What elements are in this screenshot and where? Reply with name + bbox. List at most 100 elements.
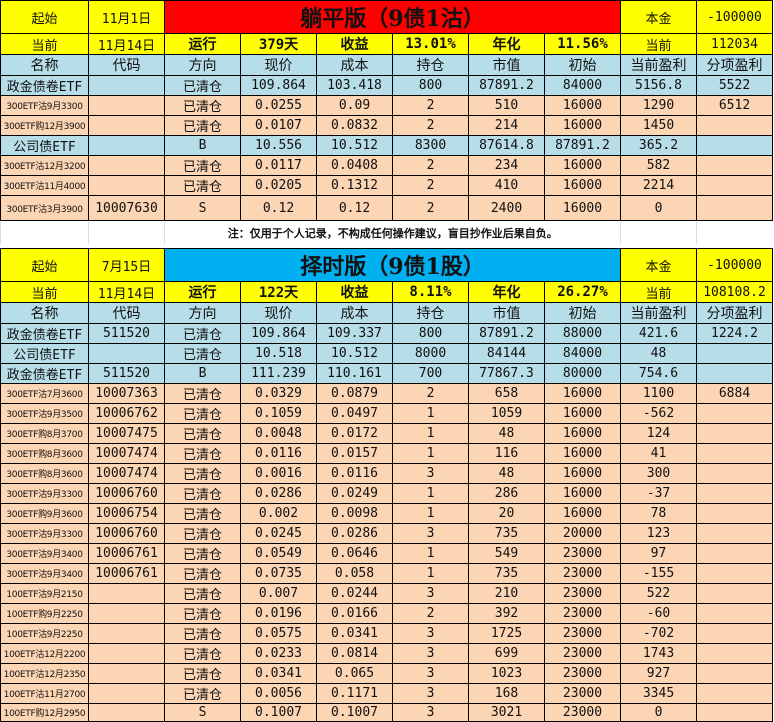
cell-initial[interactable]: 84000 [544,75,621,96]
cell-position[interactable]: 3 [392,663,469,684]
cell-position[interactable]: 1 [392,483,469,504]
current-value[interactable]: 108108.2 [696,281,773,303]
cell-market-value[interactable]: 699 [468,643,545,664]
table-row[interactable]: 300ETF沽9月3400 10006761 已清仓 0.0549 0.0646 1 549… [0,543,773,564]
cell-price[interactable]: 10.518 [240,343,317,364]
cell-name[interactable]: 100ETF沽9月2150 [0,583,89,604]
cell-code[interactable]: 10006760 [88,523,165,544]
cell-direction[interactable]: 已清仓 [164,663,241,684]
cell-price[interactable]: 0.0549 [240,543,317,564]
cell-name[interactable]: 政金债卷ETF [0,75,89,96]
header-current-profit[interactable]: 当前盈利 [620,302,697,324]
cell-name[interactable]: 300ETF沽11月4000 [0,175,89,196]
cell-current-profit[interactable]: 300 [620,463,697,484]
current-value-label[interactable]: 当前 [620,33,697,55]
cell-cost[interactable]: 0.0166 [316,603,393,624]
cell-code[interactable] [88,155,165,176]
cell-code[interactable]: 10006760 [88,483,165,504]
cell-direction[interactable]: 已清仓 [164,483,241,504]
table-row[interactable]: 公司债ETF 已清仓 10.518 10.512 8000 84144 84000 48 [0,343,773,364]
cell-item-profit[interactable] [696,423,773,444]
cell-position[interactable]: 2 [392,603,469,624]
run-label[interactable]: 运行 [164,281,241,303]
cell-cost[interactable]: 0.0286 [316,523,393,544]
cell-initial[interactable]: 16000 [544,483,621,504]
cell-current-profit[interactable]: 1450 [620,115,697,136]
cell-price[interactable]: 0.0329 [240,383,317,404]
cell-market-value[interactable]: 84144 [468,343,545,364]
principal-value[interactable]: -100000 [696,248,773,282]
cell-item-profit[interactable] [696,683,773,704]
cell-position[interactable]: 2 [392,383,469,404]
cell-current-profit[interactable]: 97 [620,543,697,564]
cell-name[interactable]: 300ETF购12月3900 [0,115,89,136]
header-name[interactable]: 名称 [0,54,89,76]
cell-position[interactable]: 1 [392,443,469,464]
cell-item-profit[interactable]: 1224.2 [696,323,773,344]
cell-position[interactable]: 700 [392,363,469,384]
header-name[interactable]: 名称 [0,302,89,324]
cell-code[interactable]: 10006762 [88,403,165,424]
table-row[interactable]: 100ETF沽11月2700 已清仓 0.0056 0.1171 3 168 23000 33… [0,683,773,704]
cell-current-profit[interactable]: 5156.8 [620,75,697,96]
table-row[interactable]: 300ETF沽9月3300 10006760 已清仓 0.0245 0.0286 3 735… [0,523,773,544]
run-label[interactable]: 运行 [164,33,241,55]
cell-initial[interactable]: 84000 [544,343,621,364]
header-market-value[interactable]: 市值 [468,54,545,76]
cell-item-profit[interactable] [696,663,773,684]
current-date[interactable]: 11月14日 [88,33,165,55]
cell-position[interactable]: 8000 [392,343,469,364]
cell-current-profit[interactable]: -155 [620,563,697,584]
cell-price[interactable]: 109.864 [240,323,317,344]
cell-name[interactable]: 300ETF购8月3600 [0,463,89,484]
cell-price[interactable]: 0.0286 [240,483,317,504]
header-market-value[interactable]: 市值 [468,302,545,324]
cell-item-profit[interactable] [696,175,773,196]
cell-position[interactable]: 2 [392,115,469,136]
principal-value[interactable]: -100000 [696,0,773,34]
table-row[interactable]: 300ETF沽9月3300 已清仓 0.0255 0.09 2 510 16000 1290 6… [0,95,773,116]
header-item-profit[interactable]: 分项盈利 [696,302,773,324]
cell-direction[interactable]: 已清仓 [164,463,241,484]
cell-cost[interactable]: 0.09 [316,95,393,116]
cell-cost[interactable]: 0.0098 [316,503,393,524]
cell-position[interactable]: 8300 [392,135,469,156]
cell-market-value[interactable]: 735 [468,523,545,544]
cell-market-value[interactable]: 77867.3 [468,363,545,384]
cell-direction[interactable]: 已清仓 [164,443,241,464]
start-date[interactable]: 11月1日 [88,0,165,34]
cell-cost[interactable]: 103.418 [316,75,393,96]
cell-price[interactable]: 0.007 [240,583,317,604]
cell-current-profit[interactable]: 1290 [620,95,697,116]
cell-name[interactable]: 100ETF沽9月2250 [0,623,89,644]
cell-current-profit[interactable]: 522 [620,583,697,604]
cell-price[interactable]: 109.864 [240,75,317,96]
cell-direction[interactable]: 已清仓 [164,603,241,624]
cell-position[interactable]: 2 [392,175,469,196]
cell-name[interactable]: 政金债卷ETF [0,323,89,344]
cell-item-profit[interactable]: 6884 [696,383,773,404]
header-position[interactable]: 持仓 [392,54,469,76]
cell-code[interactable]: 10007630 [88,195,165,221]
cell-current-profit[interactable]: 2214 [620,175,697,196]
cell-cost[interactable]: 0.0832 [316,115,393,136]
cell-position[interactable]: 800 [392,323,469,344]
table-row[interactable]: 政金债卷ETF 已清仓 109.864 103.418 800 87891.2 84000 5… [0,75,773,96]
cell-item-profit[interactable] [696,155,773,176]
cell-current-profit[interactable]: 582 [620,155,697,176]
cell-position[interactable]: 2 [392,95,469,116]
cell-code[interactable]: 10007475 [88,423,165,444]
cell-market-value[interactable]: 1725 [468,623,545,644]
cell-code[interactable] [88,115,165,136]
cell-direction[interactable]: 已清仓 [164,523,241,544]
header-initial[interactable]: 初始 [544,54,621,76]
cell-cost[interactable]: 0.058 [316,563,393,584]
cell-price[interactable]: 0.1059 [240,403,317,424]
table-row[interactable]: 300ETF购12月3900 已清仓 0.0107 0.0832 2 214 16000 14… [0,115,773,136]
cell-market-value[interactable]: 2400 [468,195,545,221]
current-label[interactable]: 当前 [0,33,89,55]
cell-cost[interactable]: 0.0879 [316,383,393,404]
header-code[interactable]: 代码 [88,302,165,324]
cell-initial[interactable]: 16000 [544,175,621,196]
cell-name[interactable]: 300ETF沽3月3900 [0,195,89,221]
